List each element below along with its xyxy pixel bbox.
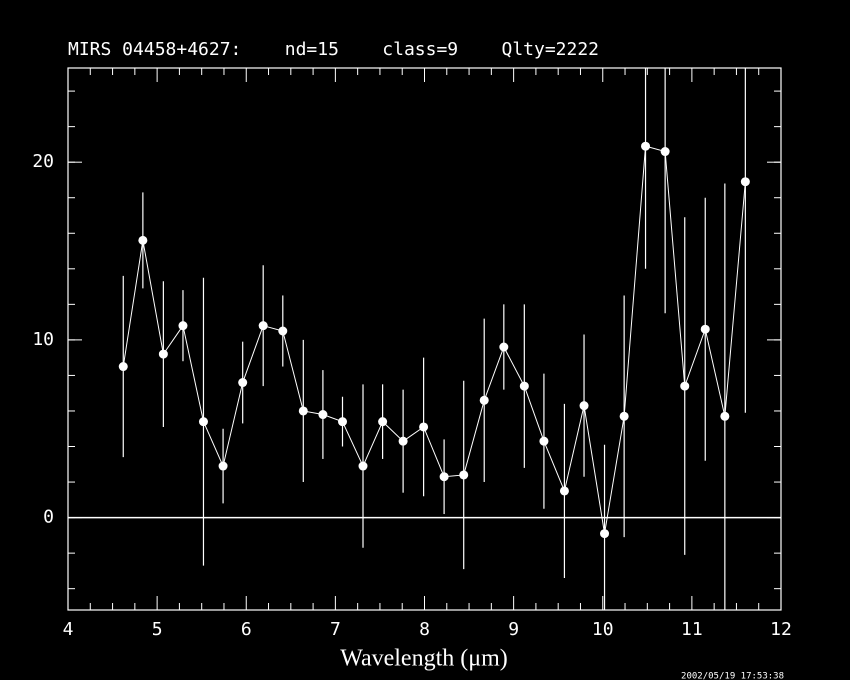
x-tick-label: 10 (592, 619, 614, 640)
data-point (740, 177, 750, 187)
data-line (122, 145, 746, 534)
data-point (439, 472, 449, 482)
y-tick-label: 0 (43, 507, 54, 528)
x-tick-label: 6 (241, 619, 252, 640)
data-point (680, 381, 690, 391)
data-point (198, 417, 208, 427)
data-point (338, 417, 348, 427)
x-tick-label: 9 (508, 619, 519, 640)
data-point (579, 401, 589, 411)
data-point (358, 461, 368, 471)
y-tick-label: 20 (32, 151, 54, 172)
data-point (238, 378, 248, 388)
data-point (378, 417, 388, 427)
data-point (479, 395, 489, 405)
data-point (700, 324, 710, 334)
x-tick-label: 12 (770, 619, 792, 640)
x-tick-label: 11 (681, 619, 703, 640)
data-point (720, 411, 730, 421)
data-point (660, 147, 670, 157)
data-point (218, 461, 228, 471)
data-point (419, 422, 429, 432)
x-tick-label: 4 (63, 619, 74, 640)
data-point (619, 411, 629, 421)
x-tick-label: 7 (330, 619, 341, 640)
data-point (318, 410, 328, 420)
data-point (278, 326, 288, 336)
data-point (519, 381, 529, 391)
timestamp: 2002/05/19 17:53:38 (681, 672, 784, 680)
data-point (298, 406, 308, 416)
data-point (118, 362, 128, 372)
plot-area (118, 68, 750, 610)
y-tick-label: 10 (32, 329, 54, 350)
x-tick-label: 8 (419, 619, 430, 640)
data-point (398, 436, 408, 446)
chart-title: MIRS 04458+4627: nd=15 class=9 Qlty=2222 (68, 39, 599, 60)
data-point (559, 486, 569, 496)
data-point (459, 470, 469, 480)
data-point (600, 529, 610, 539)
x-tick-label: 5 (152, 619, 163, 640)
x-axis-label: Wavelength (μm) (340, 646, 508, 672)
data-point (178, 321, 188, 331)
data-point (258, 321, 268, 331)
data-point (138, 235, 148, 245)
data-point (158, 349, 168, 359)
data-point (539, 436, 549, 446)
data-point (641, 141, 651, 151)
data-point (499, 342, 509, 352)
